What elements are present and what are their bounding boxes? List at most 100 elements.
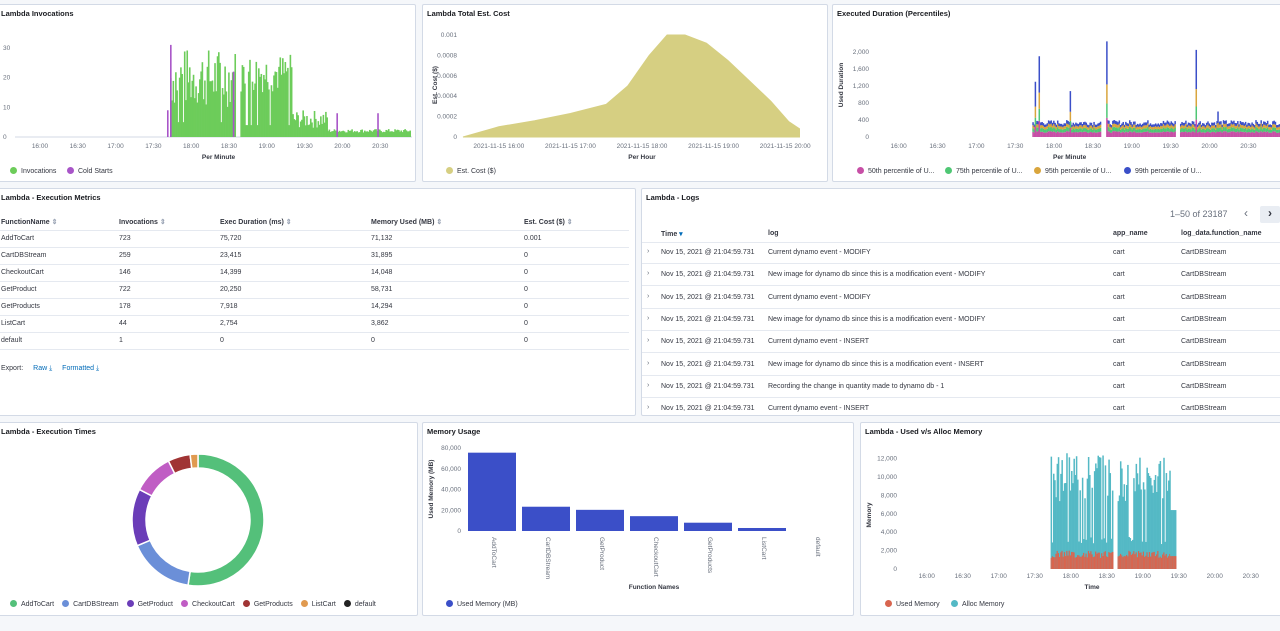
bar xyxy=(1075,128,1077,132)
legend-label: Alloc Memory xyxy=(962,601,1005,608)
expand-icon[interactable]: › xyxy=(647,404,650,412)
bar xyxy=(1053,120,1055,124)
log-cell: Current dynamo event - INSERT xyxy=(768,338,870,346)
bar xyxy=(1158,124,1161,128)
bar xyxy=(1077,123,1080,127)
column-header-function-name[interactable]: log_data.function_name xyxy=(1181,230,1262,237)
download-icon: ⤓ xyxy=(96,365,100,372)
bar xyxy=(1051,542,1054,569)
bar xyxy=(1252,126,1255,130)
column-header[interactable]: FunctionName ⇕ xyxy=(1,218,57,226)
legend-alloc-memory[interactable]: Alloc Memory xyxy=(951,600,1004,608)
bar xyxy=(1108,131,1110,137)
bar xyxy=(261,92,264,137)
bar xyxy=(1126,132,1128,137)
y-tick-label: 0 xyxy=(3,134,7,141)
bar xyxy=(363,130,366,137)
sort-icon: ⇕ xyxy=(285,219,292,226)
bar xyxy=(1090,551,1092,569)
bar xyxy=(1091,554,1093,569)
column-header[interactable]: Exec Duration (ms) ⇕ xyxy=(220,218,292,226)
log-row[interactable]: › Nov 15, 2021 @ 21:04:59.731 Recording th… xyxy=(642,376,1280,398)
legend-invocations[interactable]: Invocations xyxy=(10,167,56,175)
legend-est-cost[interactable]: Est. Cost ($) xyxy=(446,167,496,175)
bar xyxy=(1135,129,1137,133)
legend-item[interactable]: CheckoutCart xyxy=(181,600,235,608)
legend-p99[interactable]: 99th percentile of U... xyxy=(1124,167,1202,175)
bar xyxy=(1064,123,1067,127)
bar xyxy=(398,130,400,137)
column-header-app-name[interactable]: app_name xyxy=(1113,230,1148,237)
bar xyxy=(1041,121,1043,125)
bar xyxy=(1096,553,1098,569)
bar xyxy=(1166,131,1169,137)
legend-used-memory[interactable]: Used Memory (MB) xyxy=(446,600,518,608)
bar xyxy=(1213,131,1216,137)
log-cell: New image for dynamo db since this is a … xyxy=(768,315,986,323)
bar xyxy=(1199,127,1201,132)
log-row[interactable]: › Nov 15, 2021 @ 21:04:59.731 Current dyna… xyxy=(642,287,1280,309)
column-header[interactable]: Invocations ⇕ xyxy=(119,218,166,226)
bar xyxy=(1086,129,1089,133)
legend-item[interactable]: GetProducts xyxy=(242,600,293,608)
bar xyxy=(1276,129,1278,133)
column-header[interactable]: Memory Used (MB) ⇕ xyxy=(371,218,442,226)
bar xyxy=(1243,128,1246,133)
bar xyxy=(249,59,251,137)
expand-icon[interactable]: › xyxy=(647,337,650,345)
column-header[interactable]: Est. Cost ($) ⇕ xyxy=(524,218,573,226)
bar xyxy=(1060,473,1062,569)
legend-item[interactable]: GetProduct xyxy=(126,600,173,608)
bar xyxy=(1140,552,1142,569)
expand-icon[interactable]: › xyxy=(647,270,650,278)
log-row[interactable]: › Nov 15, 2021 @ 21:04:59.731 New image fo… xyxy=(642,354,1280,376)
bar xyxy=(1127,123,1130,127)
legend-item[interactable]: default xyxy=(343,600,376,608)
bar xyxy=(313,110,316,137)
bar xyxy=(1093,121,1095,125)
log-row[interactable]: › Nov 15, 2021 @ 21:04:59.731 Current dyna… xyxy=(642,398,1280,415)
bar xyxy=(1143,125,1145,129)
log-cell: cart xyxy=(1113,315,1125,323)
legend-item[interactable]: CartDBStream xyxy=(62,600,119,608)
legend-p95[interactable]: 95th percentile of U... xyxy=(1034,167,1112,175)
bar xyxy=(1116,131,1118,137)
log-row[interactable]: › Nov 15, 2021 @ 21:04:59.731 Current dyna… xyxy=(642,331,1280,354)
bar xyxy=(1185,123,1187,128)
expand-icon[interactable]: › xyxy=(647,314,650,322)
bar xyxy=(1199,124,1201,128)
legend-p75[interactable]: 75th percentile of U... xyxy=(945,167,1023,175)
legend-item[interactable]: AddToCart xyxy=(10,600,54,608)
legend-used-memory[interactable]: Used Memory xyxy=(885,600,940,608)
legend-p50[interactable]: 50th percentile of U... xyxy=(857,167,935,175)
bar xyxy=(296,112,298,137)
export-raw-link[interactable]: Raw ⤓ xyxy=(33,365,52,372)
log-row[interactable]: › Nov 15, 2021 @ 21:04:59.731 Current dyna… xyxy=(642,242,1280,264)
y-tick-label: 4,000 xyxy=(881,529,898,536)
bar xyxy=(1172,556,1175,569)
expand-icon[interactable]: › xyxy=(647,248,650,255)
chevron-left-icon[interactable]: ‹ xyxy=(1244,206,1248,220)
est-cost-chart: Est. Cost ($) 0 0.0002 0.0004 0.0006 0.0008 0.… xyxy=(432,32,811,161)
legend-item[interactable]: ListCart xyxy=(300,600,336,608)
bar xyxy=(1135,125,1137,128)
bar xyxy=(291,114,293,137)
bar xyxy=(1038,120,1041,137)
bar xyxy=(230,80,233,137)
bar xyxy=(219,62,221,137)
expand-icon[interactable]: › xyxy=(647,359,650,367)
pagination-count: 1–50 of 23187 xyxy=(1170,209,1228,219)
bar xyxy=(1148,127,1150,130)
legend-cold-starts[interactable]: Cold Starts xyxy=(67,167,113,175)
bar xyxy=(1167,124,1170,128)
chevron-right-icon[interactable]: › xyxy=(1260,206,1280,223)
log-row[interactable]: › Nov 15, 2021 @ 21:04:59.731 New image fo… xyxy=(642,264,1280,287)
export-formatted-link[interactable]: Formatted ⤓ xyxy=(62,365,99,372)
bar xyxy=(1165,125,1167,129)
expand-icon[interactable]: › xyxy=(647,381,650,389)
bar xyxy=(1069,120,1072,128)
column-header-log[interactable]: log xyxy=(768,230,779,237)
expand-icon[interactable]: › xyxy=(647,292,650,300)
column-header-time[interactable]: Time ▾ xyxy=(661,230,683,238)
log-row[interactable]: › Nov 15, 2021 @ 21:04:59.731 New image fo… xyxy=(642,309,1280,331)
